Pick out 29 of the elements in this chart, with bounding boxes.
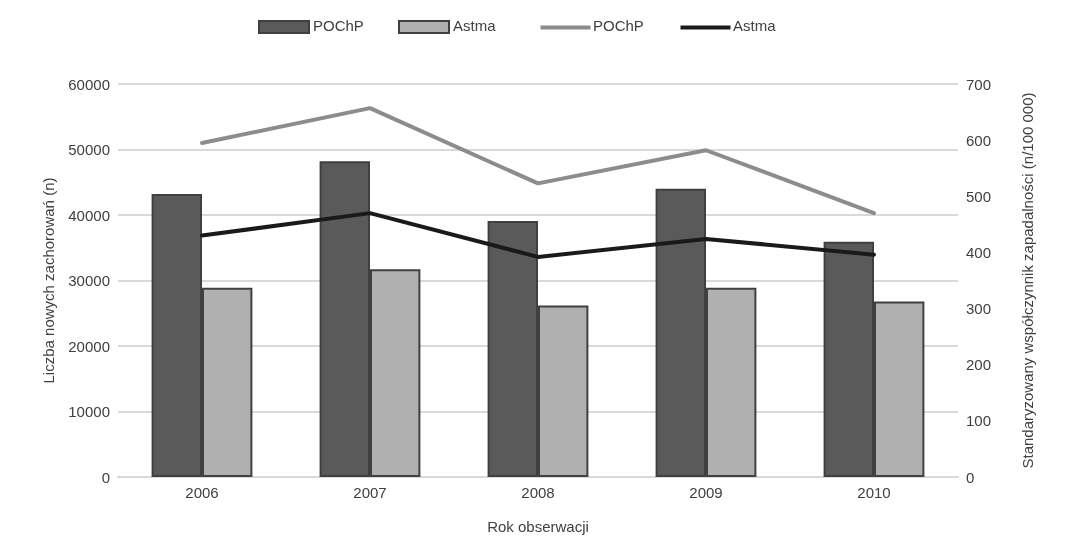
y-tick-label: 60000: [68, 75, 110, 93]
y2-tick-label: 0: [966, 468, 975, 486]
y-tick-label: 30000: [68, 272, 110, 289]
y-tick-label: 40000: [68, 206, 110, 224]
y2-tick-label: 700: [966, 75, 992, 93]
y-tick-label: 0: [101, 468, 110, 486]
y2-tick-label: 500: [966, 187, 992, 205]
y-axis-title: Liczba nowych zachorowań (n): [40, 177, 57, 384]
x-tick-label: 2008: [521, 484, 555, 501]
y2-tick-label: 600: [966, 131, 992, 149]
y2-axis-title: Standaryzowany współczynnik zapadalności (n/100 000): [1019, 92, 1036, 469]
line-series: [200, 106, 876, 216]
y2-tick-label: 200: [966, 356, 992, 374]
x-axis-title: Rok obserwacji: [487, 518, 589, 535]
legend-label: Astma: [733, 17, 777, 34]
y2-tick-label: 100: [966, 412, 992, 430]
y2-tick-label: 400: [966, 243, 992, 261]
y-tick-label: 20000: [68, 337, 110, 355]
line-series: [200, 211, 876, 259]
y2-tick-label: 300: [966, 300, 992, 318]
x-tick-label: 2007: [353, 484, 387, 501]
x-tick-label: 2006: [185, 484, 219, 501]
y-tick-label: 50000: [68, 141, 110, 158]
y-tick-label: 10000: [68, 403, 110, 420]
legend-label: POChP: [593, 17, 644, 34]
legend-label: Astma: [453, 17, 497, 34]
legend-label: POChP: [313, 17, 364, 34]
x-tick-label: 2010: [857, 484, 891, 501]
x-tick-label: 2009: [689, 484, 723, 501]
